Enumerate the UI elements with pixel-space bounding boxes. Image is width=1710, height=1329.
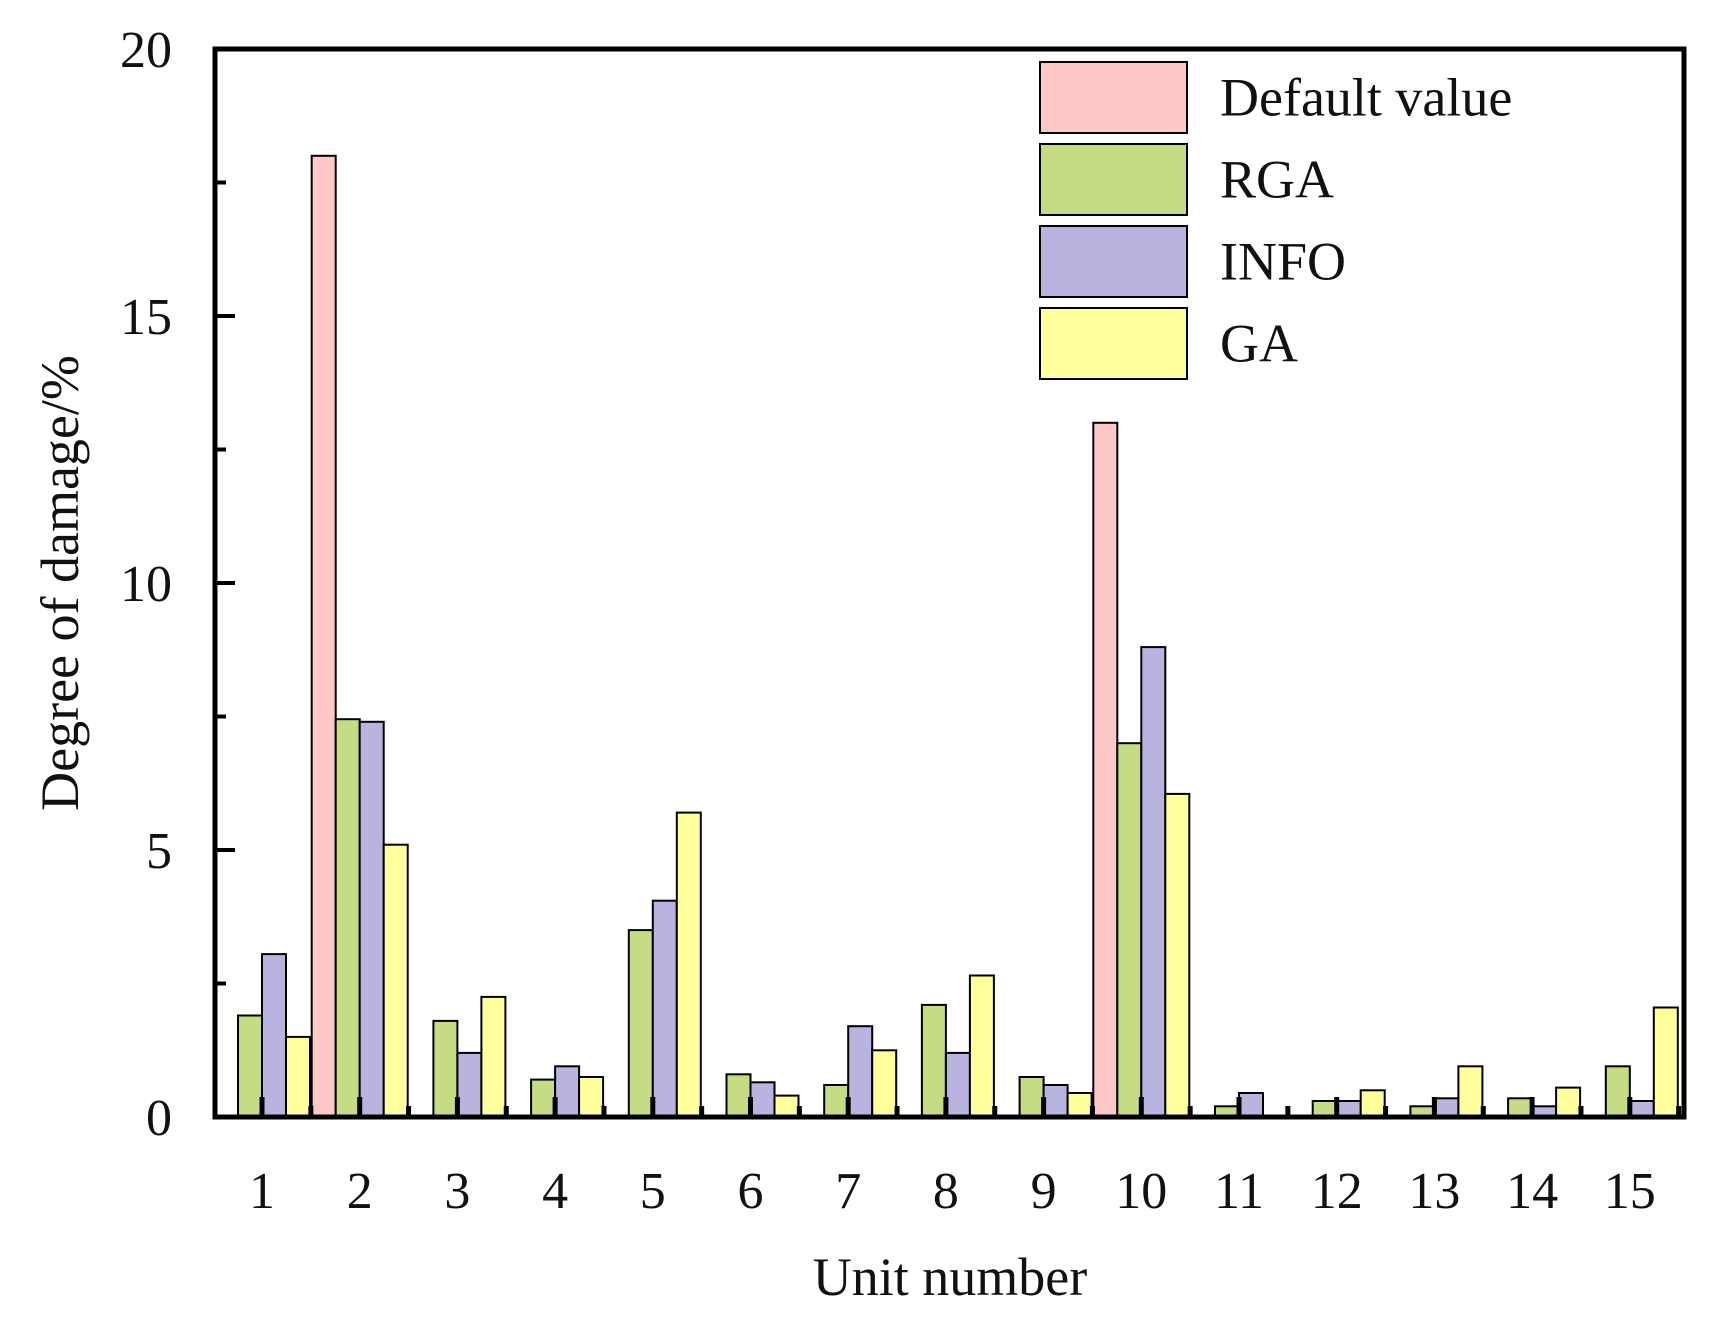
bar-ga-unit-9 [1066,1092,1093,1118]
x-tick-label: 1 [249,1163,275,1220]
x-tick-label: 14 [1506,1163,1558,1220]
bar-ga-unit-12 [1359,1089,1386,1119]
bar-rga-unit-3 [432,1019,459,1119]
legend-label: INFO [1220,232,1346,292]
legend-swatch-ga [1039,307,1188,380]
bar-rga-unit-6 [725,1073,752,1119]
bar-ga-unit-13 [1457,1065,1484,1119]
bar-info-unit-10 [1140,646,1167,1118]
bar-ga-unit-3 [480,995,507,1119]
x-tick-label: 13 [1408,1163,1460,1220]
x-tick-label: 8 [933,1163,959,1220]
bar-ga-unit-15 [1652,1006,1679,1118]
x-tick-label: 10 [1115,1163,1167,1220]
bar-ga-unit-7 [871,1049,898,1119]
y-tick-label: 15 [120,289,172,346]
bar-rga-unit-8 [920,1003,947,1119]
x-tick-label: 3 [444,1163,470,1220]
bar-ga-unit-5 [675,811,702,1118]
y-tick-label: 5 [146,823,172,880]
bar-info-unit-2 [358,720,385,1118]
bar-rga-unit-1 [237,1014,263,1118]
bar-rga-unit-5 [627,929,654,1118]
x-tick-label: 9 [1031,1163,1057,1220]
x-tick-label: 7 [835,1163,861,1220]
bar-rga-unit-15 [1604,1065,1631,1119]
bars-layer [237,154,1679,1119]
bar-ga-unit-2 [382,843,409,1118]
bar-rga-unit-2 [334,718,361,1118]
bar-info-unit-6 [749,1081,776,1119]
bar-ga-unit-8 [968,974,995,1118]
bar-info-unit-9 [1042,1084,1069,1118]
bar-info-unit-3 [456,1051,483,1119]
legend-label: GA [1220,314,1298,374]
bar-rga-unit-4 [530,1078,557,1118]
bar-ga-unit-4 [578,1076,605,1118]
bar-ga-unit-1 [285,1035,311,1119]
x-tick-label: 5 [640,1163,666,1220]
bar-info-unit-5 [651,899,678,1119]
legend: Default value RGA INFO GA [1039,61,1512,380]
x-tick-label: 11 [1214,1163,1264,1220]
x-axis-label: Unit number [813,1247,1087,1307]
bar-ga-unit-10 [1164,792,1191,1119]
plot-frame [212,46,1687,1120]
legend-label: Default value [1220,68,1512,128]
bar-rga-unit-9 [1018,1076,1045,1118]
y-axis-label: Degree of damage/% [30,355,90,811]
bar-info-unit-7 [847,1025,874,1118]
legend-swatch-default-value [1039,61,1188,134]
legend-swatch-rga [1039,143,1188,216]
ticks-layer [215,47,1682,1119]
y-tick-label: 0 [146,1090,172,1147]
bar-rga-unit-10 [1116,742,1143,1118]
x-tick-label: 12 [1311,1163,1363,1220]
bar-info-unit-8 [944,1051,971,1119]
y-tick-label: 20 [120,22,172,79]
bar-ga-unit-14 [1555,1086,1582,1118]
bar-info-unit-4 [554,1065,581,1119]
y-tick-label: 10 [120,556,172,613]
bar-default-value-unit-2 [310,154,337,1119]
legend-label: RGA [1220,150,1334,210]
bar-rga-unit-14 [1507,1097,1534,1119]
bar-rga-unit-7 [823,1084,850,1118]
x-tick-label: 6 [738,1163,764,1220]
legend-swatch-info [1039,225,1188,298]
x-tick-label: 2 [347,1163,373,1220]
bar-info-unit-11 [1238,1092,1264,1118]
bar-info-unit-13 [1433,1097,1460,1119]
bar-default-value-unit-10 [1092,421,1119,1118]
bar-ga-unit-6 [773,1094,800,1118]
x-tick-label: 4 [542,1163,568,1220]
bar-info-unit-1 [261,953,287,1118]
x-tick-label: 15 [1604,1163,1656,1220]
